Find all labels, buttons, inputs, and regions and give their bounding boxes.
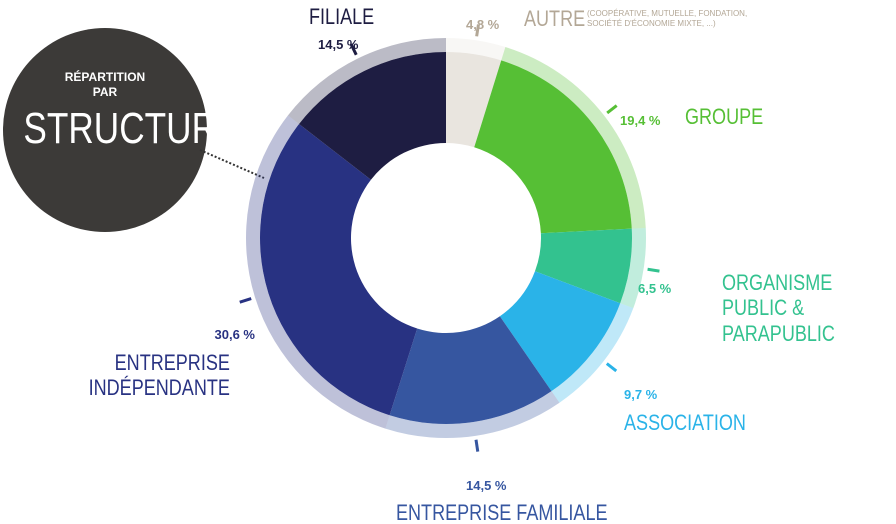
halo [245, 115, 390, 429]
value-label: 4,8 % [466, 17, 500, 32]
category-label: GROUPE [685, 104, 764, 129]
value-label: 30,6 % [214, 327, 255, 342]
category-label: FILIALE [309, 4, 375, 29]
halo [287, 38, 446, 124]
tick [475, 24, 480, 37]
slice [299, 51, 446, 180]
tick [606, 104, 618, 115]
title-line: STRUCTURE [23, 104, 241, 153]
tick [349, 43, 358, 56]
tick [239, 297, 252, 304]
connector [199, 149, 265, 179]
category-note: (COOPÉRATIVE, MUTUELLE, FONDATION, SOCIÉ… [587, 9, 748, 29]
halo [385, 391, 560, 438]
halo [551, 303, 634, 403]
tick [605, 362, 618, 373]
value-label: 19,4 % [620, 113, 661, 128]
category-label: ENTREPRISE FAMILIALE [396, 500, 608, 524]
value-label: 6,5 % [638, 281, 672, 296]
title-line: RÉPARTITION [64, 70, 146, 84]
slice [389, 316, 552, 424]
halo [620, 227, 646, 309]
category-label: ORGANISME PUBLIC & PARAPUBLIC [722, 270, 835, 346]
value-label: 14,5 % [318, 37, 359, 52]
slice [474, 60, 632, 234]
halo [501, 47, 646, 229]
slice [499, 271, 621, 392]
category-label: AUTRE [524, 6, 586, 31]
slice [260, 123, 418, 416]
title-line: PAR [92, 85, 118, 99]
value-label: 9,7 % [624, 387, 658, 402]
title-badge [3, 28, 207, 232]
slice [534, 228, 632, 304]
category-label: ENTREPRISE INDÉPENDANTE [88, 350, 230, 401]
category-label: ASSOCIATION [624, 410, 746, 435]
halo [446, 38, 506, 61]
tick [647, 267, 660, 273]
tick [474, 439, 480, 452]
slice [446, 52, 502, 148]
value-label: 14,5 % [466, 478, 507, 493]
